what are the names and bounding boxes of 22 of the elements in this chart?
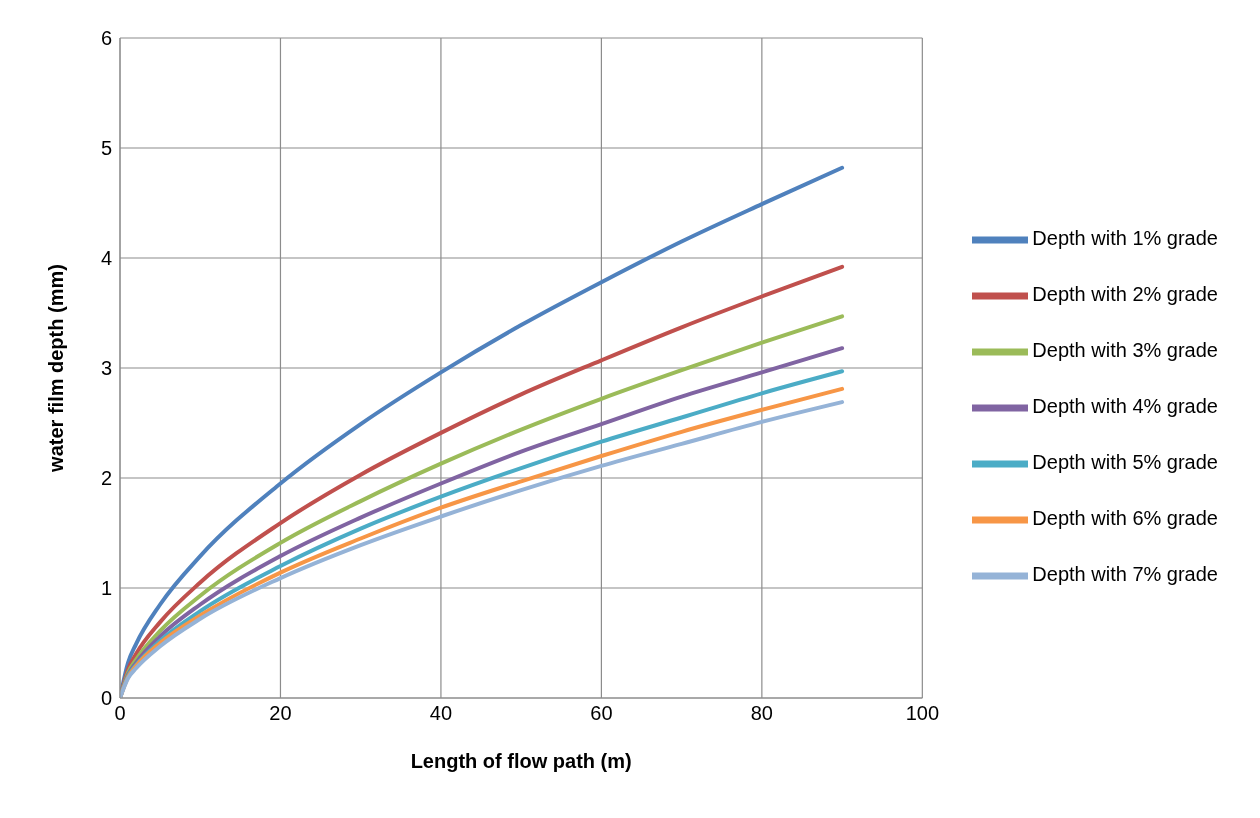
y-axis-title: water film depth (mm) <box>45 264 68 473</box>
y-tick-label: 2 <box>100 467 112 490</box>
x-tick-label: 60 <box>590 702 613 725</box>
x-tick-label: 0 <box>114 702 126 725</box>
legend-label: Depth with 3% grade <box>1032 339 1218 362</box>
x-tick-label: 80 <box>750 702 773 725</box>
legend-label: Depth with 2% grade <box>1032 283 1218 306</box>
legend-label: Depth with 1% grade <box>1032 227 1218 250</box>
y-tick-label: 1 <box>100 577 112 600</box>
legend-label: Depth with 6% grade <box>1032 507 1218 530</box>
y-tick-label: 6 <box>100 27 112 50</box>
x-tick-label: 40 <box>429 702 453 725</box>
y-tick-label: 4 <box>100 247 112 270</box>
y-tick-label: 3 <box>100 357 112 380</box>
legend-label: Depth with 7% grade <box>1032 563 1218 586</box>
x-axis-title: Length of flow path (m) <box>410 750 632 772</box>
legend-label: Depth with 4% grade <box>1032 395 1218 418</box>
y-tick-label: 5 <box>100 137 112 160</box>
x-tick-label: 20 <box>269 702 292 725</box>
x-tick-label: 100 <box>905 702 940 725</box>
y-tick-label: 0 <box>100 687 112 710</box>
legend-label: Depth with 5% grade <box>1032 451 1218 474</box>
